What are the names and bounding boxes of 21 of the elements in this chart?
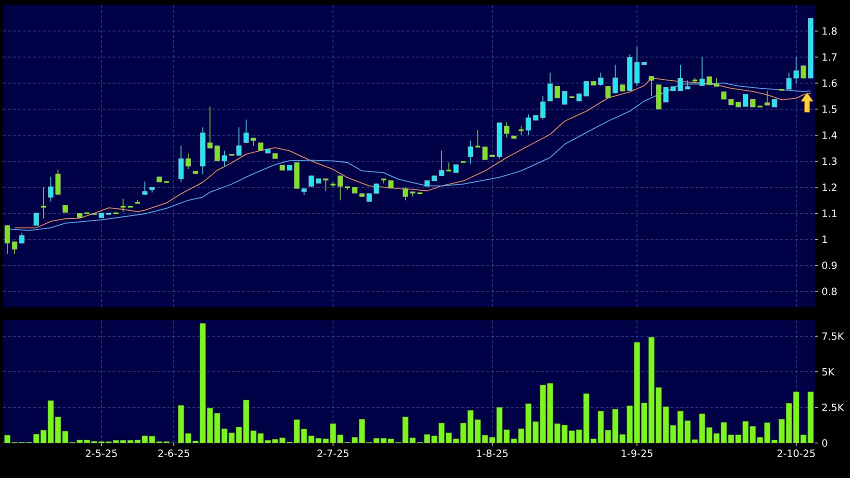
y-tick-label: 7.5K [822, 332, 844, 340]
y-tick-label: 0.9 [822, 262, 837, 270]
y-tick-label: 0 [822, 439, 828, 447]
y-tick-label: 1.3 [822, 157, 837, 165]
y-tick-label: 1 [822, 236, 827, 243]
y-tick-label: 0.8 [822, 288, 837, 296]
y-tick-label: 1.8 [822, 27, 837, 35]
y-tick-label: 2.5K [822, 404, 844, 412]
x-tick-label: 1-9-25 [622, 450, 652, 458]
y-tick-label: 1.1 [822, 210, 836, 217]
x-tick-label: 2-6-25 [158, 450, 190, 458]
x-tick-label: 2-5-25 [86, 450, 117, 458]
x-tick-label: 1-8-25 [477, 450, 508, 458]
y-tick-label: 1.2 [822, 184, 836, 191]
y-tick-label: 1.4 [822, 132, 837, 139]
x-tick-label: 2-10-25 [777, 450, 815, 458]
y-tick-label: 1.5 [822, 105, 836, 113]
y-tick-label: 5K [822, 368, 835, 376]
x-tick-label: 2-7-25 [317, 450, 348, 458]
y-tick-label: 1.7 [822, 53, 837, 61]
y-tick-label: 1.6 [822, 79, 837, 87]
